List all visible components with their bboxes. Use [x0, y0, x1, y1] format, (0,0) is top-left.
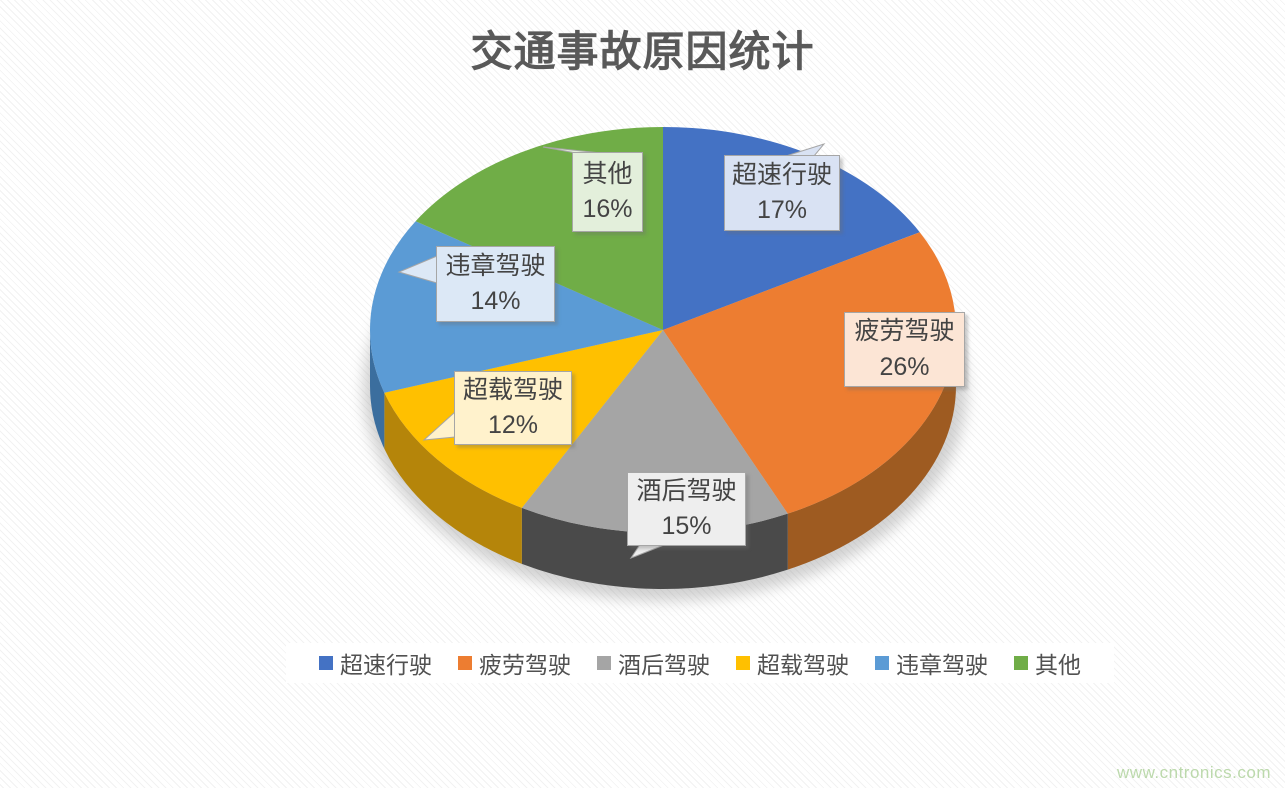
callout-value: 17% — [756, 196, 808, 224]
callout-value: 26% — [879, 352, 930, 381]
legend-label: 超速行驶 — [340, 652, 432, 678]
legend: 超速行驶 疲劳驾驶 酒后驾驶 超载驾驶 违章驾驶 其他 — [286, 643, 1114, 683]
callout-category: 疲劳驾驶 — [854, 317, 955, 345]
pie-callout: 其他 16% — [572, 152, 643, 232]
legend-swatch — [736, 656, 750, 670]
pie-callout: 超速行驶 17% — [724, 155, 840, 231]
callout-category: 酒后驾驶 — [636, 476, 737, 505]
callout-category: 超载驾驶 — [462, 375, 563, 404]
legend-item: 酒后驾驶 — [597, 646, 710, 680]
legend-label: 超载驾驶 — [757, 652, 849, 678]
pie-callout: 违章驾驶 14% — [436, 246, 555, 322]
pie-slice-side — [384, 392, 522, 564]
legend-swatch — [597, 656, 611, 670]
callout-value: 15% — [661, 512, 712, 540]
pie-slice-side — [370, 330, 385, 449]
legend-swatch — [875, 656, 889, 670]
callout-value: 14% — [470, 287, 521, 315]
legend-label: 酒后驾驶 — [618, 652, 710, 678]
legend-item: 超速行驶 — [319, 646, 432, 680]
legend-item: 超载驾驶 — [736, 646, 849, 680]
legend-row: 超速行驶 疲劳驾驶 酒后驾驶 超载驾驶 违章驾驶 其他 — [319, 646, 1081, 680]
pie-callout: 疲劳驾驶 26% — [844, 312, 965, 387]
legend-item: 疲劳驾驶 — [458, 646, 571, 680]
callout-value: 16% — [582, 195, 633, 223]
pie-slice — [663, 232, 957, 514]
callout-category: 其他 — [582, 159, 633, 188]
legend-item: 违章驾驶 — [875, 646, 988, 680]
legend-label: 违章驾驶 — [896, 652, 988, 678]
callout-category: 违章驾驶 — [445, 251, 546, 280]
watermark: www.cntronics.com — [1117, 763, 1271, 782]
legend-label: 疲劳驾驶 — [479, 652, 571, 678]
legend-item: 其他 — [1014, 646, 1081, 680]
legend-swatch — [1014, 656, 1028, 670]
legend-swatch — [458, 656, 472, 670]
pie-callout: 超载驾驶 12% — [454, 371, 572, 445]
chart-title: 交通事故原因统计 — [470, 28, 815, 75]
legend-swatch — [319, 656, 333, 670]
callout-value: 12% — [487, 411, 539, 439]
callout-category: 超速行驶 — [731, 160, 832, 189]
pie-callout: 酒后驾驶 15% — [627, 472, 746, 546]
pie-slice-side — [787, 330, 956, 570]
legend-label: 其他 — [1035, 652, 1081, 678]
